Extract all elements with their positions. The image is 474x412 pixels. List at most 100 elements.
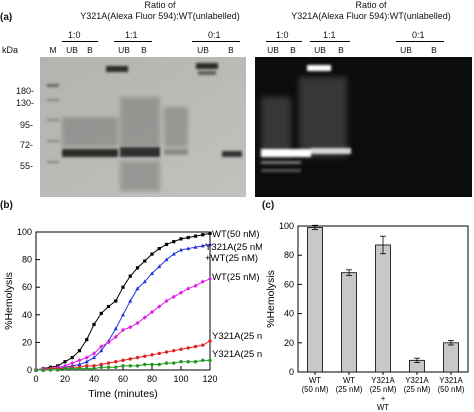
marker-label: 130-: [16, 98, 35, 108]
data-point: [48, 368, 53, 372]
y-tick-label: 80: [22, 255, 32, 265]
x-tick-label: 60: [118, 374, 128, 384]
data-point: [150, 271, 154, 275]
ratio-label-1-0: 1:0: [68, 30, 81, 40]
data-point: [114, 360, 118, 364]
data-point: [34, 368, 38, 372]
ratio-line: [192, 41, 240, 42]
lane-ub-label: UB: [314, 45, 326, 55]
data-point: [186, 360, 190, 364]
data-point: [143, 259, 147, 263]
data-point: [121, 358, 125, 363]
data-point: [208, 242, 212, 247]
data-point: [113, 334, 118, 340]
marker-label: 72-: [20, 140, 34, 150]
data-point: [208, 339, 212, 343]
data-point: [113, 326, 118, 331]
y-axis-label: %Hemolysis: [3, 272, 15, 330]
x-tick-label: 80: [147, 374, 157, 384]
ratio-label-0-1: 0:1: [208, 30, 221, 40]
category-label: WT: [309, 376, 321, 385]
bar: [443, 342, 459, 373]
category-label: (25 nM): [404, 385, 431, 394]
lane-ub-label: UB: [118, 45, 130, 55]
series-annotation: WT(25 nM): [212, 272, 260, 283]
data-point: [164, 361, 169, 365]
data-point: [179, 237, 183, 241]
data-point: [193, 344, 198, 349]
data-point: [84, 359, 89, 364]
data-point: [70, 355, 74, 360]
data-point: [179, 247, 183, 252]
lane-b-label: B: [228, 45, 234, 55]
data-point: [114, 299, 118, 303]
data-point: [77, 349, 82, 353]
data-point: [92, 364, 96, 368]
data-point: [106, 304, 111, 309]
data-point: [106, 340, 111, 345]
data-point: [121, 364, 125, 368]
ratio-line: [266, 41, 302, 42]
data-point: [84, 355, 89, 360]
data-point: [193, 283, 198, 289]
panel-a-letter: (a): [0, 12, 13, 23]
data-point: [208, 231, 212, 235]
y-tick-label: 0: [27, 365, 32, 375]
ratio-line: [62, 41, 98, 42]
ratio-line: [396, 41, 444, 42]
data-point: [85, 364, 89, 368]
plot-frame: [35, 231, 211, 371]
left-title-line1: Ratio of: [144, 0, 176, 10]
lane-b-label: B: [338, 45, 344, 55]
y-tick-label: 20: [284, 338, 294, 348]
data-point: [121, 312, 125, 317]
data-point: [172, 240, 176, 244]
marker-label: 180-: [16, 86, 35, 96]
category-label: (25 nM): [370, 385, 397, 394]
data-point: [121, 285, 125, 289]
data-point: [157, 351, 161, 356]
category-label: Y321A: [371, 376, 395, 385]
data-point: [63, 366, 67, 371]
series-annotation: Y321A(25 nM): [212, 331, 262, 342]
data-point: [164, 257, 169, 262]
data-point: [135, 266, 140, 270]
ratio-label-1-1: 1:1: [323, 30, 336, 40]
data-point: [157, 264, 162, 269]
y-tick-label: 40: [284, 309, 294, 319]
data-point: [164, 298, 169, 304]
data-point: [150, 353, 154, 357]
data-point: [70, 366, 74, 371]
lane-ub-label: UB: [400, 45, 412, 55]
data-point: [150, 362, 154, 367]
y-axis-label: %Hemolysis: [265, 270, 277, 328]
category-label: Y321A: [405, 376, 429, 385]
y-tick-label: 60: [22, 282, 32, 292]
y-tick-label: 80: [284, 250, 294, 260]
y-tick-label: 0: [289, 367, 294, 377]
data-point: [193, 244, 198, 249]
data-point: [128, 325, 133, 330]
data-point: [201, 343, 205, 347]
bar: [307, 227, 323, 373]
data-point: [92, 366, 96, 371]
panel-b-letter: (b): [0, 200, 13, 211]
data-point: [186, 286, 191, 291]
data-point: [63, 363, 67, 369]
x-tick-label: 40: [89, 374, 99, 384]
bar: [341, 272, 357, 373]
hemolysis-time-course-chart: 0 20 40 60 80 100 120 0 20 40 60 80 100 Time (minutes…: [3, 227, 262, 400]
category-label: (25 nM): [336, 385, 363, 394]
category-label: Y321A: [439, 376, 463, 385]
data-point: [208, 276, 212, 282]
y-tick-label: 20: [22, 337, 32, 347]
series-line: [35, 232, 211, 371]
x-tick-label: 100: [173, 374, 188, 384]
data-point: [92, 322, 96, 327]
ratio-line: [114, 41, 152, 42]
data-point: [77, 358, 82, 363]
category-label: +: [381, 394, 386, 403]
lane-ub-label: UB: [267, 45, 279, 55]
data-point: [92, 355, 96, 360]
